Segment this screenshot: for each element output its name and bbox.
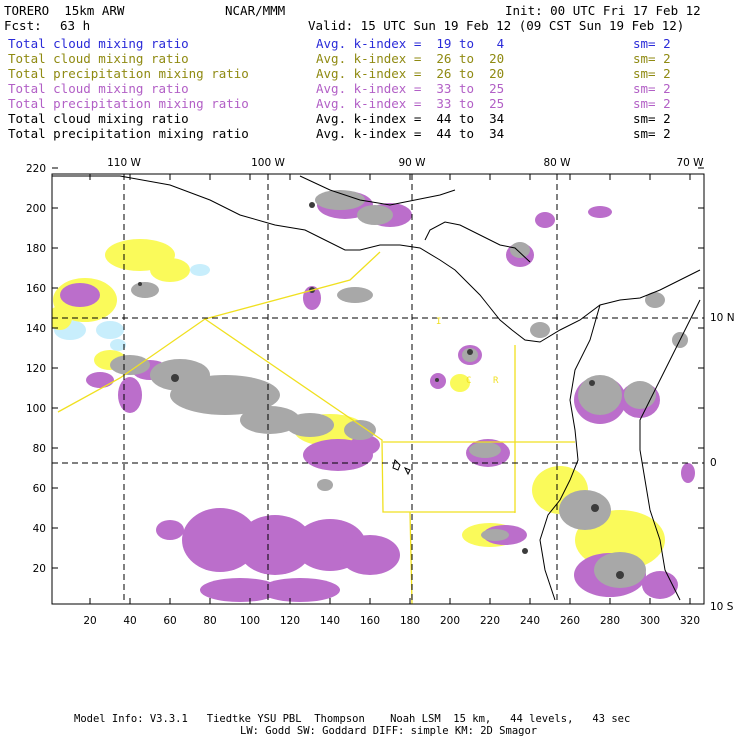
grid-y-tick-label: 160 bbox=[26, 283, 46, 295]
legend-row-kindex: Avg. k-index = 19 to 4 bbox=[316, 36, 505, 51]
map-label-c: C bbox=[466, 376, 472, 386]
longitude-label: 90 W bbox=[398, 157, 426, 169]
grid-y-tick-label: 200 bbox=[26, 203, 46, 215]
map-frame bbox=[51, 173, 705, 605]
coastline-layer bbox=[52, 175, 701, 601]
legend-row-kindex: Avg. k-index = 44 to 34 bbox=[316, 111, 505, 126]
forecast-label: Fcst: bbox=[4, 18, 42, 33]
grid-y-tick-label: 40 bbox=[33, 523, 46, 535]
legend-row-field: Total cloud mixing ratio bbox=[8, 51, 189, 66]
latitude-label: 10 N bbox=[710, 312, 735, 324]
grid-x-tick-label: 120 bbox=[280, 615, 300, 627]
legend-row-sm: sm= 2 bbox=[633, 81, 671, 96]
latitude-label: 10 S bbox=[710, 601, 734, 613]
frame-ticks bbox=[52, 167, 704, 604]
grid-x-tick-label: 300 bbox=[640, 615, 660, 627]
map-label-r: R bbox=[493, 376, 499, 386]
legend-row-field: Total cloud mixing ratio bbox=[8, 36, 189, 51]
legend-row-sm: sm= 2 bbox=[633, 51, 671, 66]
legend-row-kindex: Avg. k-index = 33 to 25 bbox=[316, 81, 505, 96]
grid-y-tick-label: 120 bbox=[26, 363, 46, 375]
grid-y-tick-label: 180 bbox=[26, 243, 46, 255]
map-label-i: I bbox=[436, 317, 442, 327]
forecast-hour: 63 h bbox=[60, 18, 91, 33]
grid-y-tick-label: 220 bbox=[26, 163, 46, 175]
valid-time: Valid: 15 UTC Sun 19 Feb 12 (09 CST Sun … bbox=[308, 18, 685, 33]
legend-row-sm: sm= 2 bbox=[633, 126, 671, 141]
lat-lon-grid bbox=[52, 174, 704, 604]
legend-row-sm: sm= 2 bbox=[633, 96, 671, 111]
init-time: Init: 00 UTC Fri 17 Feb 12 bbox=[505, 3, 701, 18]
grid-x-tick-label: 280 bbox=[600, 615, 620, 627]
legend-row-kindex: Avg. k-index = 44 to 34 bbox=[316, 126, 505, 141]
longitude-label: 100 W bbox=[251, 157, 285, 169]
grid-x-tick-label: 40 bbox=[123, 615, 136, 627]
grid-x-tick-label: 20 bbox=[83, 615, 96, 627]
grid-x-tick-label: 100 bbox=[240, 615, 260, 627]
legend-row-field: Total precipitation mixing ratio bbox=[8, 96, 249, 111]
latitude-label: 0 bbox=[710, 457, 717, 469]
legend-row-sm: sm= 2 bbox=[633, 36, 671, 51]
grid-x-tick-label: 220 bbox=[480, 615, 500, 627]
longitude-label: 70 W bbox=[676, 157, 704, 169]
legend-row-field: Total cloud mixing ratio bbox=[8, 111, 189, 126]
legend-row-sm: sm= 2 bbox=[633, 66, 671, 81]
legend-row-kindex: Avg. k-index = 26 to 20 bbox=[316, 66, 505, 81]
grid-y-tick-label: 20 bbox=[33, 563, 46, 575]
axis-labels: 110 W 100 W 90 W 80 W 70 W 10 N 0 10 S 20 40 60 80 1… bbox=[26, 157, 735, 627]
grid-x-tick-label: 80 bbox=[203, 615, 216, 627]
model-name: TORERO 15km ARW bbox=[4, 3, 125, 18]
legend-row-field: Total cloud mixing ratio bbox=[8, 81, 189, 96]
physics-info-line: LW: Godd SW: Goddard DIFF: simple KM: 2D… bbox=[240, 725, 538, 737]
grid-y-tick-label: 140 bbox=[26, 323, 46, 335]
grid-x-tick-label: 260 bbox=[560, 615, 580, 627]
org-name: NCAR/MMM bbox=[225, 3, 286, 18]
grid-y-tick-label: 80 bbox=[33, 443, 46, 455]
grid-x-tick-label: 320 bbox=[680, 615, 700, 627]
grid-x-tick-label: 240 bbox=[520, 615, 540, 627]
grid-x-tick-label: 60 bbox=[163, 615, 176, 627]
grid-x-tick-label: 200 bbox=[440, 615, 460, 627]
grid-y-tick-label: 60 bbox=[33, 483, 46, 495]
grid-x-tick-label: 160 bbox=[360, 615, 380, 627]
legend-row-field: Total precipitation mixing ratio bbox=[8, 126, 249, 141]
grid-x-tick-label: 140 bbox=[320, 615, 340, 627]
cloud-field-layer bbox=[52, 190, 695, 602]
legend-row-field: Total precipitation mixing ratio bbox=[8, 66, 249, 81]
legend-row-kindex: Avg. k-index = 26 to 20 bbox=[316, 51, 505, 66]
grid-x-tick-label: 180 bbox=[400, 615, 420, 627]
legend-row-kindex: Avg. k-index = 33 to 25 bbox=[316, 96, 505, 111]
longitude-label: 80 W bbox=[543, 157, 571, 169]
domain-boundary-lines bbox=[57, 251, 575, 604]
model-info-line: Model Info: V3.3.1 Tiedtke YSU PBL Thomp… bbox=[74, 713, 631, 725]
legend-row-sm: sm= 2 bbox=[633, 111, 671, 126]
grid-y-tick-label: 100 bbox=[26, 403, 46, 415]
longitude-label: 110 W bbox=[107, 157, 141, 169]
